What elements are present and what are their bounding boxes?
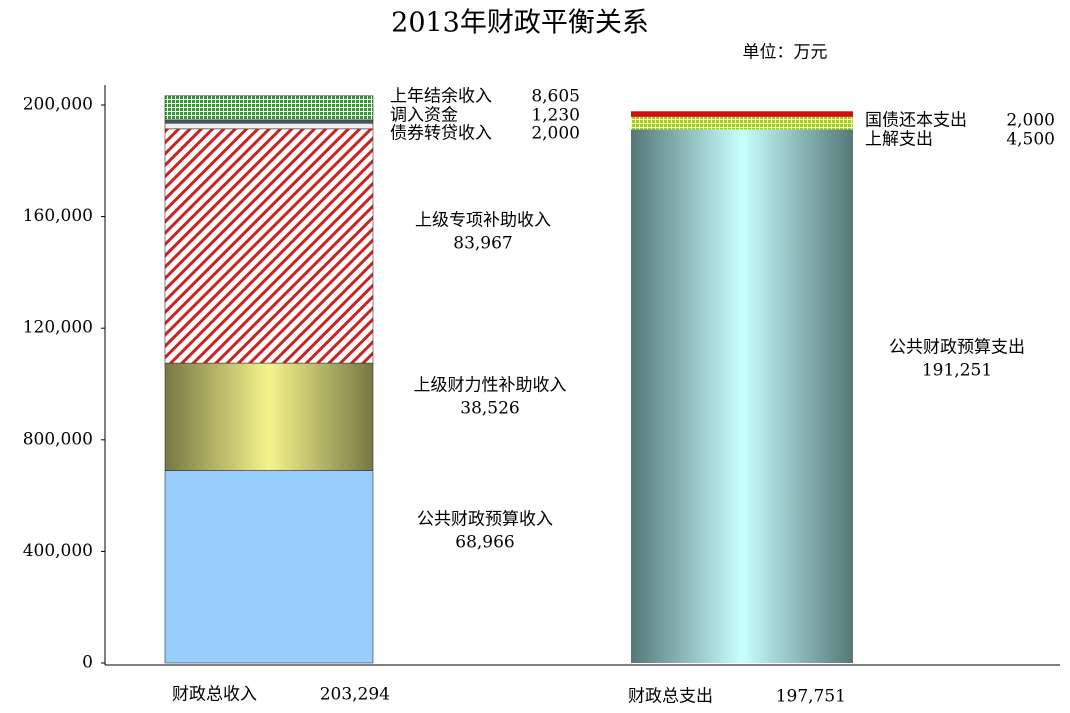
value-label: 68,966	[455, 533, 514, 553]
bar-segment	[164, 95, 374, 121]
bar-segment	[631, 116, 853, 130]
bar-segment	[164, 362, 374, 471]
segment-name: 调入资金	[390, 106, 458, 126]
bar-segment	[631, 111, 853, 117]
value-label: 8,605	[531, 87, 580, 107]
y-tick-label: 200,000	[23, 95, 93, 115]
value-label: 2,000	[531, 124, 580, 144]
value-label: 191,251	[922, 361, 992, 381]
x-tick-label: 财政总支出	[628, 687, 713, 707]
segment-name: 上级专项补助收入	[415, 211, 551, 231]
segment-name: 上解支出	[865, 130, 933, 150]
y-tick-label: 120,000	[23, 318, 93, 338]
bar-segment	[164, 122, 374, 130]
segment-name: 国债还本支出	[865, 111, 967, 131]
y-tick-label: 160,000	[23, 206, 93, 226]
value-label: 4,500	[1006, 130, 1055, 150]
value-label: 83,967	[453, 234, 512, 254]
y-tick-label: 800,000	[23, 429, 93, 449]
segment-name: 公共财政预算收入	[417, 510, 553, 530]
total-label: 203,294	[320, 685, 390, 705]
y-tick-label: 400,000	[23, 541, 93, 561]
unit-label: 单位：万元	[743, 43, 828, 63]
value-label: 38,526	[460, 399, 519, 419]
bar-segment	[164, 470, 374, 664]
segment-name: 公共财政预算支出	[889, 338, 1025, 358]
segment-name: 债券转贷收入	[390, 124, 492, 144]
bar-segment	[164, 119, 374, 124]
bar-segment	[631, 129, 853, 663]
value-label: 1,230	[531, 106, 580, 126]
total-label: 197,751	[776, 687, 846, 707]
segment-name: 上级财力性补助收入	[414, 376, 567, 396]
y-tick-label: 0	[82, 653, 93, 673]
chart-title: 2013年财政平衡关系	[391, 8, 649, 39]
bar-segment	[164, 128, 374, 364]
segment-name: 上年结余收入	[390, 87, 492, 107]
value-label: 2,000	[1006, 111, 1055, 131]
x-tick-label: 财政总收入	[172, 685, 257, 705]
